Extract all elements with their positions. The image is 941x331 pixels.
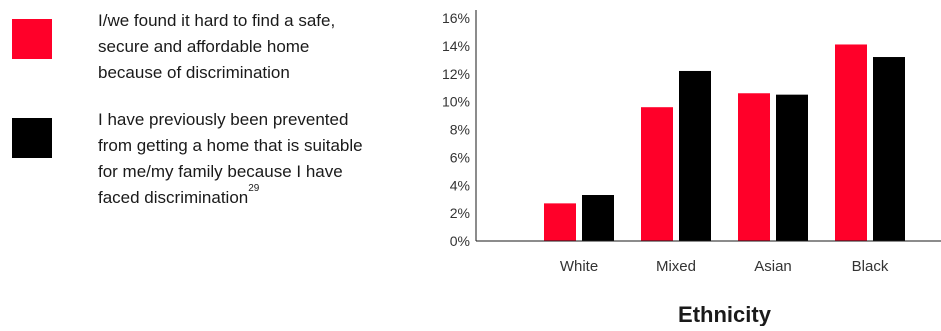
bar-asian-series-2	[776, 94, 808, 241]
bar-chart: 0% 2% 4% 6% 8% 10% 12% 14% 16% White Mixed Asian Bl…	[440, 0, 941, 327]
bar-asian-series-1	[738, 93, 770, 241]
bar-mixed-series-1	[641, 107, 673, 241]
bar-black-series-2	[873, 57, 905, 242]
legend-label-line: from getting a home that is suitable	[98, 136, 363, 155]
x-tick-label-asian: Asian	[754, 258, 792, 275]
x-axis-ticks: White Mixed Asian Black	[560, 258, 889, 275]
legend-label-prevented: I have previously been prevented from ge…	[98, 107, 462, 211]
legend-item-found-it-hard: I/we found it hard to find a safe, secur…	[12, 8, 462, 86]
x-tick-label-mixed: Mixed	[656, 258, 696, 275]
y-tick-label: 8%	[450, 122, 470, 138]
legend-label-line: secure and affordable home	[98, 37, 310, 56]
y-tick-label: 10%	[442, 94, 470, 110]
y-tick-label: 4%	[450, 177, 470, 193]
footnote-marker: 29	[248, 183, 260, 195]
y-tick-label: 2%	[450, 205, 470, 221]
bar-mixed-series-2	[679, 70, 711, 242]
bar-chart-svg: 0% 2% 4% 6% 8% 10% 12% 14% 16% White Mixed Asian Bl…	[442, 10, 941, 327]
y-tick-label: 12%	[442, 66, 470, 82]
chart-legend: I/we found it hard to find a safe, secur…	[12, 8, 462, 211]
y-tick-label: 14%	[442, 38, 470, 54]
legend-swatch-red	[12, 19, 52, 59]
x-tick-label-white: White	[560, 258, 598, 275]
legend-label-line: I/we found it hard to find a safe,	[98, 11, 336, 30]
legend-swatch-black	[12, 118, 52, 158]
y-tick-label: 0%	[450, 233, 470, 249]
legend-label-found-it-hard: I/we found it hard to find a safe, secur…	[98, 8, 462, 86]
x-axis-title: Ethnicity	[678, 302, 772, 326]
legend-item-prevented: I have previously been prevented from ge…	[12, 107, 462, 211]
bars	[544, 44, 905, 242]
legend-label-line: for me/my family because I have	[98, 162, 343, 181]
y-tick-label: 16%	[442, 10, 470, 26]
legend-label-line: because of discrimination	[98, 63, 290, 82]
x-tick-label-black: Black	[852, 258, 889, 275]
legend-label-line: faced discrimination29	[98, 183, 462, 211]
y-axis-ticks: 0% 2% 4% 6% 8% 10% 12% 14% 16%	[442, 10, 470, 249]
bar-white-series-2	[582, 195, 614, 241]
legend-label-line-text: faced discrimination	[98, 188, 249, 207]
y-tick-label: 6%	[450, 149, 470, 165]
bar-white-series-1	[544, 203, 576, 241]
legend-label-line: I have previously been prevented	[98, 110, 349, 129]
bar-black-series-1	[835, 44, 867, 242]
